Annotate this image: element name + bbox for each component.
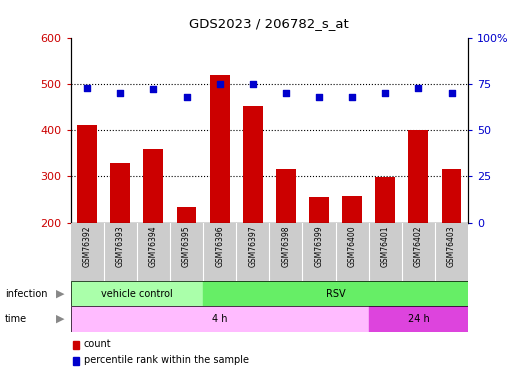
- Text: GDS2023 / 206782_s_at: GDS2023 / 206782_s_at: [189, 17, 349, 30]
- Text: GSM76403: GSM76403: [447, 226, 456, 267]
- Text: GSM76396: GSM76396: [215, 226, 224, 267]
- Text: GSM76395: GSM76395: [182, 226, 191, 267]
- Point: [116, 90, 124, 96]
- Bar: [203, 281, 468, 306]
- Bar: [342, 196, 362, 315]
- Point: [348, 94, 356, 100]
- Bar: [71, 281, 203, 306]
- Text: GSM76399: GSM76399: [314, 226, 324, 267]
- Bar: [369, 306, 468, 332]
- Point: [215, 81, 224, 87]
- Text: GSM76394: GSM76394: [149, 226, 158, 267]
- Text: ▶: ▶: [56, 289, 64, 298]
- Point: [381, 90, 390, 96]
- Bar: [243, 106, 263, 315]
- Text: GSM76402: GSM76402: [414, 226, 423, 267]
- Point: [315, 94, 323, 100]
- Text: percentile rank within the sample: percentile rank within the sample: [84, 355, 248, 365]
- Bar: [309, 197, 329, 315]
- Text: GSM76401: GSM76401: [381, 226, 390, 267]
- Bar: [177, 207, 197, 315]
- Text: GSM76397: GSM76397: [248, 226, 257, 267]
- Bar: [77, 126, 97, 315]
- Point: [149, 86, 157, 92]
- Point: [183, 94, 191, 100]
- Point: [414, 84, 423, 90]
- Bar: [441, 169, 461, 315]
- Text: 4 h: 4 h: [212, 314, 228, 324]
- Bar: [408, 130, 428, 315]
- Text: GSM76398: GSM76398: [281, 226, 290, 267]
- Bar: [71, 306, 369, 332]
- Bar: [276, 170, 296, 315]
- Bar: [376, 177, 395, 315]
- Point: [282, 90, 290, 96]
- Text: 24 h: 24 h: [407, 314, 429, 324]
- Text: vehicle control: vehicle control: [101, 289, 173, 298]
- Point: [248, 81, 257, 87]
- Text: ▶: ▶: [56, 314, 64, 324]
- Bar: [210, 75, 230, 315]
- Text: infection: infection: [5, 289, 48, 298]
- Text: GSM76400: GSM76400: [348, 226, 357, 267]
- Point: [83, 84, 92, 90]
- Text: GSM76392: GSM76392: [83, 226, 92, 267]
- Text: RSV: RSV: [326, 289, 345, 298]
- Bar: [143, 148, 163, 315]
- Text: GSM76393: GSM76393: [116, 226, 125, 267]
- Text: count: count: [84, 339, 111, 349]
- Bar: [110, 164, 130, 315]
- Text: time: time: [5, 314, 27, 324]
- Point: [447, 90, 456, 96]
